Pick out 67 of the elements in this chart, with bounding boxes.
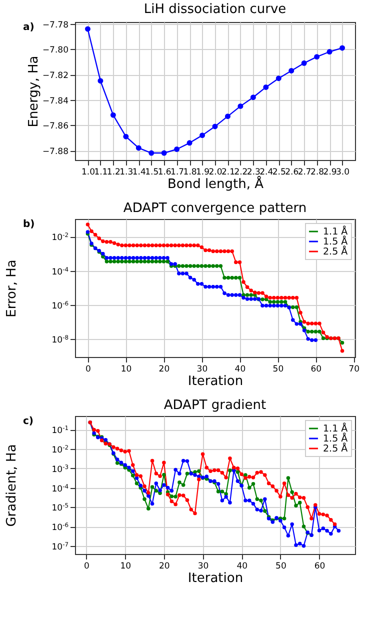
x-tick-label: 0: [84, 562, 90, 572]
x-tick-label: 2.8: [310, 168, 324, 178]
x-axis-title: Iteration: [188, 571, 244, 586]
x-tick-label: 2.4: [260, 168, 274, 178]
y-tick-label: −7.78: [42, 20, 68, 30]
x-tick-label: 20: [159, 562, 170, 572]
x-tick-label: 50: [272, 364, 284, 374]
x-tick-label: 1.3: [120, 168, 134, 178]
x-tick-label: 1.2: [106, 168, 120, 178]
y-tick-label: 10$^{-4}$: [52, 266, 69, 278]
x-tick-label: 3.0: [336, 168, 350, 178]
x-tick-label: 30: [198, 562, 209, 572]
chart-title: LiH dissociation curve: [144, 2, 286, 17]
x-tick-label: 1.9: [196, 168, 210, 178]
legend-label: 2.5 Å: [323, 246, 348, 258]
x-tick-label: 40: [234, 364, 246, 374]
x-tick-label: 1.8: [183, 168, 197, 178]
x-tick-label: 10: [120, 562, 132, 572]
x-tick-label: 2.6: [285, 168, 299, 178]
y-tick-label: 10$^{-3}$: [52, 463, 69, 475]
y-tick-label: 10$^{-8}$: [52, 334, 69, 346]
x-tick-label: 2.1: [221, 168, 235, 178]
y-tick-label: −7.80: [42, 46, 68, 56]
x-axis-title: Iteration: [188, 374, 244, 389]
y-tick-label: 10$^{-2}$: [52, 444, 69, 456]
y-tick-label: 10$^{-1}$: [52, 424, 69, 436]
chart-title: ADAPT convergence pattern: [123, 201, 307, 216]
x-tick-label: 1.7: [170, 168, 184, 178]
y-tick-label: 10$^{-7}$: [52, 540, 69, 552]
y-tick-label: 10$^{-4}$: [52, 482, 69, 494]
x-tick-label: 1.4: [132, 168, 146, 178]
y-tick-label: −7.84: [42, 96, 68, 106]
x-tick-label: 2.7: [298, 168, 312, 178]
x-tick-label: 2.2: [234, 168, 248, 178]
x-tick-label: 1.1: [94, 168, 108, 178]
x-tick-label: 1.0: [81, 168, 95, 178]
chart-title: ADAPT gradient: [164, 398, 266, 413]
y-axis-title: Energy, Ha: [26, 56, 42, 128]
y-tick-label: 10$^{-5}$: [52, 502, 69, 514]
y-tick-label: −7.86: [42, 122, 68, 132]
y-tick-label: −7.88: [42, 147, 68, 158]
x-tick-label: 40: [236, 562, 248, 572]
x-tick-label: 30: [196, 364, 208, 374]
x-tick-label: 60: [314, 562, 326, 572]
y-axis-title: Error, Ha: [4, 260, 20, 318]
x-tick-label: 20: [158, 364, 170, 374]
x-tick-label: 2.0: [208, 168, 222, 178]
x-tick-label: 70: [348, 364, 360, 374]
text: c): [23, 416, 34, 427]
y-tick-label: 10$^{-6}$: [52, 522, 69, 534]
text: b): [23, 219, 35, 230]
y-tick-label: 10$^{-6}$: [52, 300, 69, 312]
x-tick-label: 2.9: [323, 168, 337, 178]
x-tick-label: 2.3: [246, 168, 260, 178]
y-axis-title: Gradient, Ha: [4, 444, 20, 527]
x-tick-label: 2.5: [272, 168, 286, 178]
x-tick-label: 10: [120, 364, 132, 374]
x-axis-title: Bond length, Å: [167, 175, 264, 192]
y-tick-label: −7.82: [42, 71, 68, 82]
x-tick-label: 60: [310, 364, 322, 374]
text: a): [23, 22, 34, 33]
x-tick-label: 1.6: [158, 168, 172, 178]
x-tick-label: 50: [276, 562, 286, 572]
legend-label: 2.5 Å: [323, 442, 348, 454]
x-tick-label: 0: [86, 364, 91, 374]
y-tick-label: 10$^{-2}$: [52, 232, 69, 244]
x-tick-label: 1.5: [145, 168, 159, 178]
